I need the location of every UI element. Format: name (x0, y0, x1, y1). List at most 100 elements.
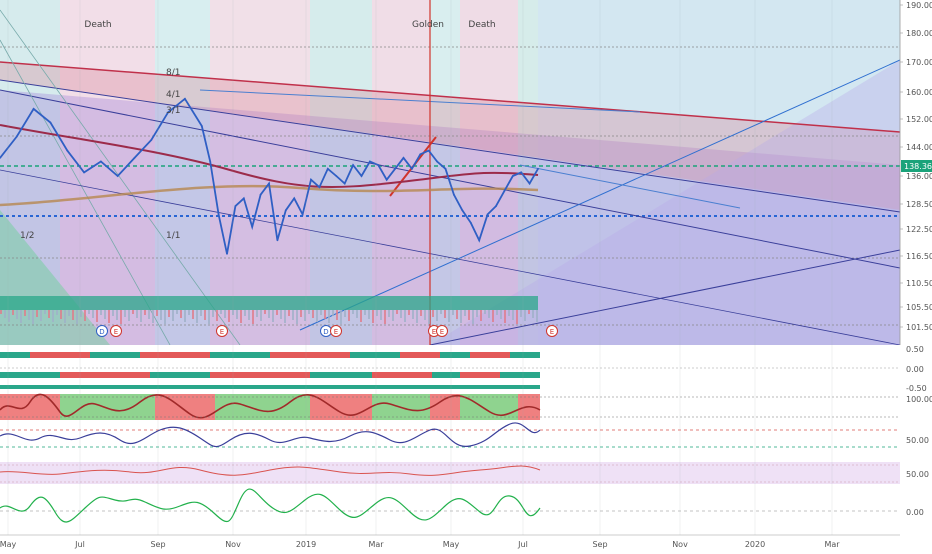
event-marker[interactable]: E (110, 325, 122, 337)
event-marker[interactable]: E (436, 325, 448, 337)
volume-bar (128, 310, 130, 321)
volume-bar (296, 310, 298, 324)
time-tick-label: Sep (150, 540, 165, 549)
volume-bar (112, 310, 114, 316)
volume-bar (268, 310, 270, 318)
price-tick-label: 160.00 (906, 88, 932, 97)
volume-bar (504, 310, 506, 323)
volume-bar (72, 310, 74, 320)
volume-bar (224, 310, 226, 318)
main-panel (0, 0, 900, 345)
volume-bar (236, 310, 238, 319)
volume-bar (40, 310, 42, 321)
red-trendline (0, 61, 900, 133)
volume-bar (324, 310, 326, 319)
volume-bar (56, 310, 58, 315)
indicator-tick-label: 0.00 (906, 365, 924, 374)
price-point (276, 239, 279, 242)
volume-bar (16, 310, 18, 319)
price-point (436, 160, 438, 163)
volume-bar (244, 310, 246, 316)
price-point (335, 175, 338, 177)
price-tick-label: 110.50 (906, 279, 932, 288)
event-marker[interactable]: D (320, 325, 332, 337)
price-point (133, 157, 136, 159)
green-wedge (0, 210, 110, 345)
volume-bar (428, 310, 430, 324)
price-point (486, 213, 489, 216)
volume-bar (340, 310, 342, 324)
volume-bar (292, 310, 294, 320)
volume-bar (216, 310, 218, 321)
cross-labels: Death Golden Death (84, 20, 495, 30)
volume-bar (256, 310, 258, 317)
price-point (528, 182, 531, 185)
volume-bar (184, 310, 186, 322)
price-point (461, 209, 464, 212)
price-point (369, 160, 371, 163)
volume-bar (352, 310, 354, 314)
volume-bar (388, 310, 390, 317)
price-point (360, 175, 363, 177)
price-tick-label: 116.50 (906, 252, 932, 261)
volume-bar (84, 310, 86, 321)
price-point (242, 197, 245, 200)
fan-labels: 8/1 4/1 3/1 1/2 1/1 (20, 68, 180, 241)
volume-bar (152, 310, 154, 323)
volume-bar (348, 310, 350, 321)
volume-bar (284, 310, 286, 323)
volume-bar (396, 310, 398, 314)
volume-bar (188, 310, 190, 315)
price-tick-label: 128.50 (906, 200, 932, 209)
volume-bar (272, 310, 274, 322)
event-marker[interactable]: E (546, 325, 558, 337)
volume-bar (444, 310, 446, 318)
volume-bar (140, 310, 142, 322)
price-point (83, 171, 85, 174)
event-marker[interactable]: E (216, 325, 228, 337)
event-marker[interactable]: E (330, 325, 342, 337)
ma-mid (0, 124, 539, 188)
volume-bar (496, 310, 498, 315)
volume-bar (144, 310, 146, 315)
indicator-tick-label: 50.00 (906, 436, 929, 445)
fan-label: 1/2 (20, 231, 34, 241)
volume-bar (420, 310, 422, 316)
volume-bar (308, 310, 310, 314)
event-marker-letter: E (114, 328, 118, 336)
volume-bar (492, 310, 494, 322)
volume-bar (88, 310, 90, 314)
cross-label: Death (84, 20, 111, 30)
volume-bar (168, 310, 170, 317)
price-axis-ticks: 190.00 180.00 170.00 160.00 152.00 144.00 136.… (900, 1, 932, 332)
volume-bar (12, 310, 14, 315)
volume-bar (68, 310, 70, 316)
time-tick-label: Nov (225, 540, 241, 549)
volume-bar (532, 310, 534, 318)
price-point (200, 125, 203, 127)
volume-bar (116, 310, 118, 320)
price-point (520, 171, 523, 174)
band-teal-4 (430, 0, 460, 345)
volume-bar (356, 310, 358, 318)
volume-bar (472, 310, 474, 324)
volume-bar (120, 310, 122, 324)
price-point (402, 157, 405, 159)
volume-bar (288, 310, 290, 316)
time-tick-label: May (443, 540, 460, 549)
price-tick-label: 170.00 (906, 58, 932, 67)
price-point (251, 226, 254, 228)
price-tick-label: 101.50 (906, 323, 932, 332)
price-point (427, 149, 430, 152)
volume-bar (276, 310, 278, 315)
volume-bar (392, 310, 394, 321)
fan-label: 3/1 (166, 106, 180, 116)
event-marker[interactable]: D (96, 325, 108, 337)
price-point (453, 193, 455, 196)
volume-bar (468, 310, 470, 320)
event-marker-letter: E (440, 328, 444, 336)
price-points (0, 97, 539, 255)
dark-channel-line (429, 249, 900, 345)
time-tick-label: Jul (517, 540, 528, 549)
